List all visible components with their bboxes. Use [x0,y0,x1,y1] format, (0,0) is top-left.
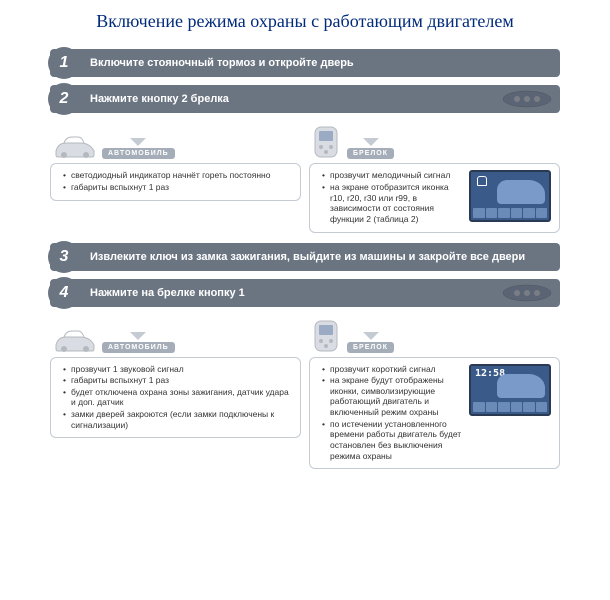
list-item: габариты вспыхнут 1 раз [63,182,292,193]
fob-column: БРЕЛОК прозвучит мелодичный сигнал на эк… [309,121,560,232]
fob-column: БРЕЛОК прозвучит короткий сигнал на экра… [309,315,560,470]
remote-icon [502,284,552,302]
step-number: 3 [48,241,80,273]
list-item: будет отключена охрана зоны зажигания, д… [63,387,292,408]
page-title: Включение режима охраны с работающим дви… [50,10,560,33]
step-number: 2 [48,83,80,115]
list-item: на экране будут отображены иконки, симво… [322,375,463,418]
step-text: Включите стояночный тормоз и откройте дв… [80,57,560,69]
remote-icon [502,90,552,108]
arrow-down-icon [363,332,379,340]
list-item: прозвучит мелодичный сигнал [322,170,463,181]
step-bar-1: 1 Включите стояночный тормоз и откройте … [50,49,560,77]
keyfob-icon [309,125,343,159]
car-label: АВТОМОБИЛЬ [102,342,175,353]
step-bar-2: 2 Нажмите кнопку 2 брелка [50,85,560,113]
car-details-box: светодиодный индикатор начнёт гореть пос… [50,163,301,200]
fob-label: БРЕЛОК [347,342,394,353]
lcd-display-icon [469,170,551,222]
list-item: замки дверей закроются (если замки подкл… [63,409,292,430]
arrow-down-icon [363,138,379,146]
list-item: светодиодный индикатор начнёт гореть пос… [63,170,292,181]
step-text: Нажмите на брелке кнопку 1 [80,287,502,299]
lcd-display-icon: 12:58 [469,364,551,416]
car-icon [50,133,98,159]
list-item: прозвучит короткий сигнал [322,364,463,375]
step-number: 4 [48,277,80,309]
fob-details-box: прозвучит короткий сигнал на экране буду… [309,357,560,470]
detail-columns-b: АВТОМОБИЛЬ прозвучит 1 звуковой сигнал г… [50,315,560,470]
step-bar-4: 4 Нажмите на брелке кнопку 1 [50,279,560,307]
detail-columns-a: АВТОМОБИЛЬ светодиодный индикатор начнёт… [50,121,560,232]
fob-label: БРЕЛОК [347,148,394,159]
arrow-down-icon [130,332,146,340]
step-text: Извлеките ключ из замка зажигания, выйди… [80,251,560,263]
step-text: Нажмите кнопку 2 брелка [80,93,502,105]
fob-details-box: прозвучит мелодичный сигнал на экране от… [309,163,560,232]
list-item: прозвучит 1 звуковой сигнал [63,364,292,375]
list-item: на экране отобразится иконка r10, r20, r… [322,182,463,225]
keyfob-icon [309,319,343,353]
car-details-box: прозвучит 1 звуковой сигнал габариты всп… [50,357,301,439]
car-icon [50,327,98,353]
car-label: АВТОМОБИЛЬ [102,148,175,159]
arrow-down-icon [130,138,146,146]
car-column: АВТОМОБИЛЬ прозвучит 1 звуковой сигнал г… [50,315,301,470]
list-item: габариты вспыхнут 1 раз [63,375,292,386]
step-number: 1 [48,47,80,79]
list-item: по истечении установленного времени рабо… [322,419,463,462]
car-column: АВТОМОБИЛЬ светодиодный индикатор начнёт… [50,121,301,232]
step-bar-3: 3 Извлеките ключ из замка зажигания, вый… [50,243,560,271]
